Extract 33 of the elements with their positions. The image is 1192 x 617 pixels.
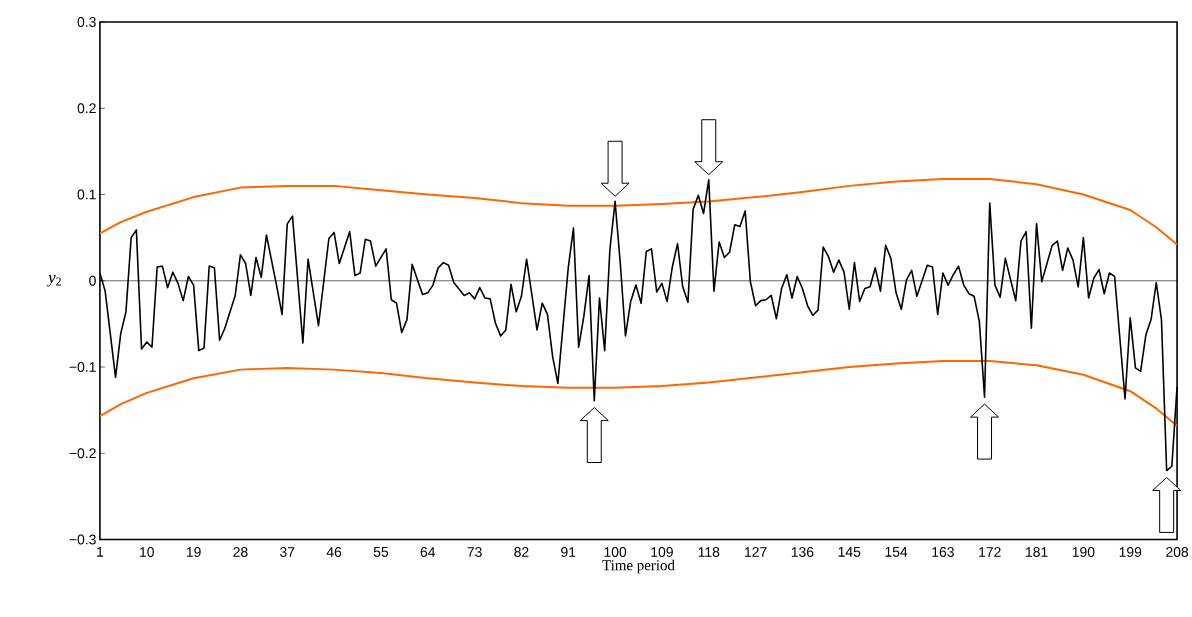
x-tick-label: 154 [885, 547, 908, 558]
x-tick-label: 46 [326, 547, 342, 558]
x-tick-label: 127 [745, 547, 767, 558]
y-tick-label: −0.2 [69, 448, 96, 459]
x-tick-label: 28 [233, 547, 248, 558]
x-tick-label: 172 [979, 547, 1001, 558]
x-tick-label: 109 [651, 547, 673, 558]
x-tick-label: 118 [698, 547, 720, 558]
y-tick-label: 0.3 [77, 17, 96, 28]
x-tick-label: 91 [561, 547, 576, 558]
x-tick-label: 190 [1072, 547, 1095, 558]
x-tick-label: 37 [280, 547, 295, 558]
y-tick-label: −0.3 [69, 534, 96, 545]
x-tick-label: 199 [1119, 547, 1142, 558]
y-tick-label: 0.1 [77, 189, 96, 200]
x-tick-label: 1 [97, 547, 104, 557]
x-tick-label: 82 [514, 547, 529, 558]
x-tick-label: 64 [420, 547, 436, 558]
x-tick-label: 73 [467, 547, 482, 558]
x-axis-title: Time period [602, 560, 675, 574]
x-tick-label: 145 [838, 547, 861, 558]
x-tick-label: 163 [932, 547, 954, 558]
x-tick-label: 10 [140, 547, 154, 558]
x-tick-label: 181 [1026, 547, 1048, 558]
x-tick-label: 100 [604, 547, 627, 558]
x-tick-label: 55 [373, 547, 389, 558]
x-tick-label: 19 [186, 547, 201, 558]
y-tick-label: 0.2 [77, 103, 96, 114]
y-tick-label: 0 [89, 276, 96, 286]
y-axis-title: y$_{2}$ [46, 275, 61, 287]
y-tick-label: −0.1 [69, 362, 96, 373]
x-tick-label: 136 [791, 547, 814, 558]
x-tick-label: 208 [1166, 547, 1189, 558]
